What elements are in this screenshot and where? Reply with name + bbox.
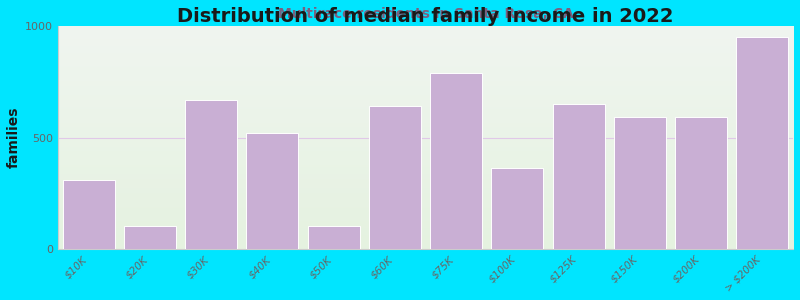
Bar — [491, 168, 543, 249]
Bar — [675, 117, 727, 249]
Bar — [185, 100, 237, 249]
Bar — [430, 73, 482, 249]
Y-axis label: families: families — [7, 107, 21, 168]
Bar — [246, 133, 298, 249]
Bar — [62, 180, 114, 249]
Bar — [736, 37, 789, 249]
Bar — [124, 226, 176, 249]
Text: Multirace residents in Santa Rosa, CA: Multirace residents in Santa Rosa, CA — [278, 8, 574, 22]
Title: Distribution of median family income in 2022: Distribution of median family income in … — [178, 7, 674, 26]
Bar — [614, 117, 666, 249]
Bar — [307, 226, 360, 249]
Bar — [553, 104, 605, 249]
Bar — [369, 106, 421, 249]
